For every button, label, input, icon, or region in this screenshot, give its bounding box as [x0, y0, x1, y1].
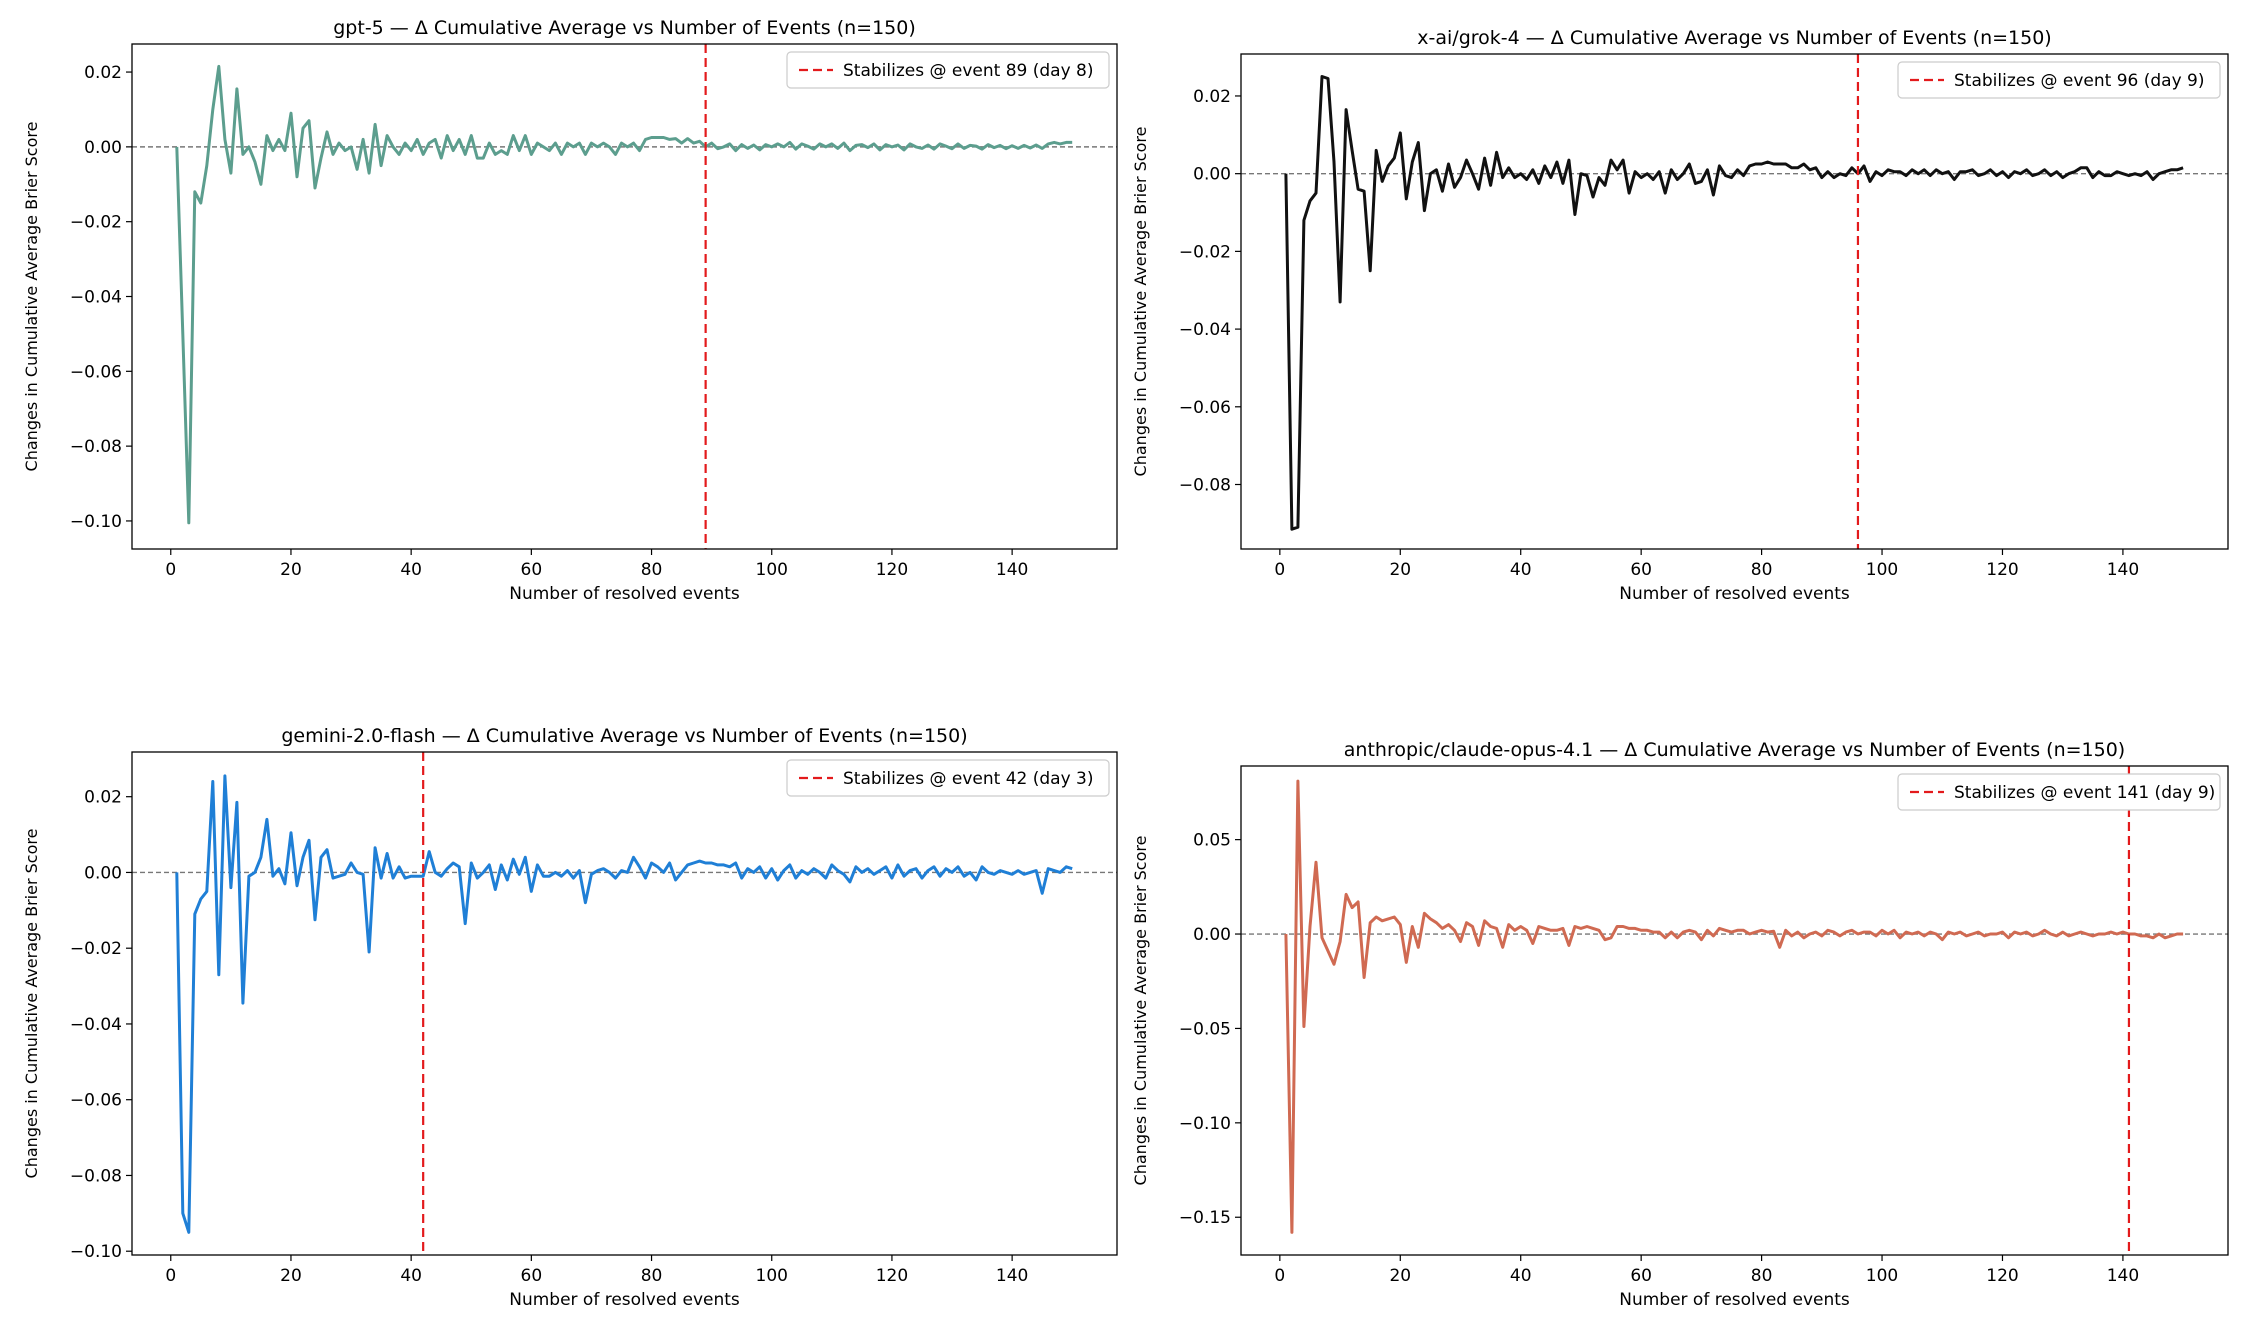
chart-title: gemini-2.0-flash — Δ Cumulative Average …: [281, 725, 967, 747]
x-tick-label: 0: [165, 560, 176, 580]
y-tick-label: −0.04: [1179, 320, 1231, 340]
y-tick-label: 0.00: [1193, 925, 1231, 945]
y-axis-label: Changes in Cumulative Average Brier Scor…: [22, 122, 41, 472]
x-axis-label: Number of resolved events: [1619, 584, 1850, 604]
legend: Stabilizes @ event 42 (day 3): [786, 759, 1110, 797]
legend-label: Stabilizes @ event 89 (day 8): [843, 61, 1094, 81]
legend-box: [1897, 773, 2221, 811]
y-tick-label: −0.15: [1179, 1208, 1231, 1228]
y-tick-label: 0.00: [84, 863, 122, 883]
y-tick-label: −0.08: [70, 437, 122, 457]
legend-box: [1897, 61, 2221, 99]
plot-frame: [131, 43, 1118, 550]
x-tick-label: 20: [1389, 560, 1411, 580]
series-line: [1284, 779, 2184, 1234]
y-axis-label: Changes in Cumulative Average Brier Scor…: [1131, 127, 1150, 477]
legend: Stabilizes @ event 141 (day 9): [1897, 773, 2221, 811]
x-tick-label: 20: [280, 1266, 302, 1286]
legend: Stabilizes @ event 96 (day 9): [1897, 61, 2221, 99]
y-tick-label: −0.08: [1179, 476, 1231, 496]
x-tick-label: 40: [1510, 1266, 1532, 1286]
chart-panel-2: x-ai/grok-4 — Δ Cumulative Average vs Nu…: [1131, 27, 2229, 604]
x-tick-label: 100: [756, 560, 788, 580]
x-tick-label: 40: [400, 1266, 422, 1286]
x-tick-label: 100: [756, 1266, 788, 1286]
series-line: [1284, 75, 2184, 531]
y-tick-label: −0.10: [70, 512, 122, 532]
y-tick-label: −0.02: [70, 213, 122, 233]
legend-label: Stabilizes @ event 96 (day 9): [1954, 71, 2205, 91]
x-axis-label: Number of resolved events: [509, 1290, 740, 1310]
x-tick-label: 80: [641, 1266, 663, 1286]
x-tick-label: 0: [1274, 560, 1285, 580]
x-tick-label: 120: [1986, 560, 2018, 580]
chart-panel-1: gpt-5 — Δ Cumulative Average vs Number o…: [22, 17, 1118, 604]
x-tick-label: 80: [1751, 560, 1773, 580]
x-tick-label: 120: [876, 560, 908, 580]
y-tick-label: −0.10: [1179, 1114, 1231, 1134]
y-tick-label: −0.08: [70, 1166, 122, 1186]
x-tick-label: 20: [1389, 1266, 1411, 1286]
y-tick-label: −0.06: [70, 362, 122, 382]
chart-panel-3: gemini-2.0-flash — Δ Cumulative Average …: [22, 725, 1118, 1310]
x-tick-label: 140: [996, 560, 1028, 580]
x-tick-label: 100: [1866, 1266, 1898, 1286]
x-axis-label: Number of resolved events: [509, 584, 740, 604]
plot-frame: [131, 751, 1118, 1256]
x-tick-label: 120: [876, 1266, 908, 1286]
x-tick-label: 60: [521, 560, 543, 580]
y-tick-label: −0.05: [1179, 1019, 1231, 1039]
x-tick-label: 80: [641, 560, 663, 580]
y-tick-label: 0.00: [84, 138, 122, 158]
x-tick-label: 140: [2107, 560, 2139, 580]
chart-panel-4: anthropic/claude-opus-4.1 — Δ Cumulative…: [1131, 739, 2229, 1310]
x-tick-label: 80: [1751, 1266, 1773, 1286]
x-tick-label: 60: [1630, 1266, 1652, 1286]
legend-label: Stabilizes @ event 42 (day 3): [843, 769, 1094, 789]
y-tick-label: 0.02: [84, 63, 122, 83]
y-axis-label: Changes in Cumulative Average Brier Scor…: [22, 829, 41, 1179]
y-tick-label: −0.10: [70, 1242, 122, 1262]
x-tick-label: 40: [1510, 560, 1532, 580]
x-tick-label: 100: [1866, 560, 1898, 580]
legend-box: [786, 51, 1110, 89]
x-tick-label: 0: [1274, 1266, 1285, 1286]
x-tick-label: 20: [280, 560, 302, 580]
y-tick-label: −0.06: [1179, 398, 1231, 418]
y-tick-label: 0.02: [84, 788, 122, 808]
y-tick-label: −0.04: [70, 1015, 122, 1035]
chart-title: anthropic/claude-opus-4.1 — Δ Cumulative…: [1344, 739, 2125, 761]
x-axis-label: Number of resolved events: [1619, 1290, 1850, 1310]
x-tick-label: 0: [165, 1266, 176, 1286]
chart-title: gpt-5 — Δ Cumulative Average vs Number o…: [333, 17, 916, 39]
y-tick-label: −0.02: [1179, 242, 1231, 262]
series-line: [175, 774, 1073, 1234]
y-tick-label: −0.04: [70, 288, 122, 308]
y-tick-label: 0.02: [1193, 87, 1231, 107]
x-tick-label: 60: [521, 1266, 543, 1286]
y-tick-label: 0.05: [1193, 831, 1231, 851]
chart-title: x-ai/grok-4 — Δ Cumulative Average vs Nu…: [1417, 27, 2051, 49]
x-tick-label: 140: [2107, 1266, 2139, 1286]
y-axis-label: Changes in Cumulative Average Brier Scor…: [1131, 836, 1150, 1186]
legend: Stabilizes @ event 89 (day 8): [786, 51, 1110, 89]
legend-label: Stabilizes @ event 141 (day 9): [1954, 783, 2215, 803]
y-tick-label: 0.00: [1193, 165, 1231, 185]
x-tick-label: 60: [1630, 560, 1652, 580]
y-tick-label: −0.02: [70, 939, 122, 959]
legend-box: [786, 759, 1110, 797]
plot-frame: [1240, 765, 2229, 1256]
series-line: [175, 64, 1073, 525]
x-tick-label: 140: [996, 1266, 1028, 1286]
x-tick-label: 40: [400, 560, 422, 580]
y-tick-label: −0.06: [70, 1091, 122, 1111]
plot-frame: [1240, 53, 2229, 550]
x-tick-label: 120: [1986, 1266, 2018, 1286]
